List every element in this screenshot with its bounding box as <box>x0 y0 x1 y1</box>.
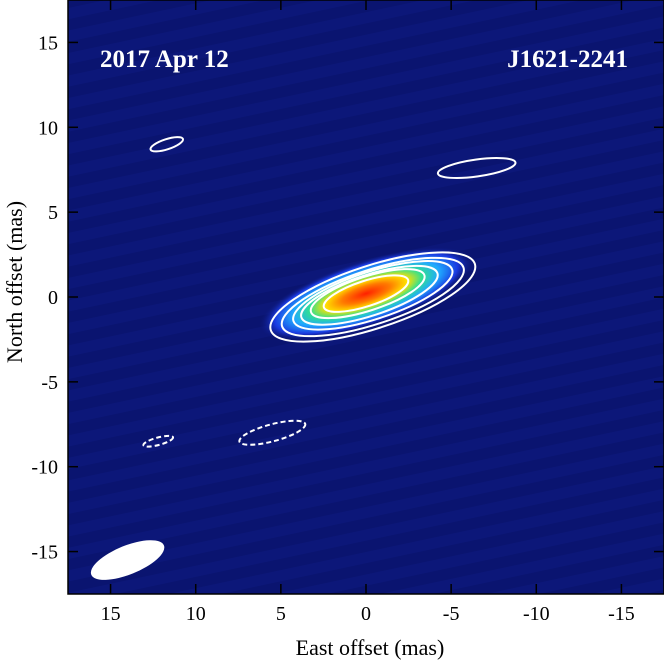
noise-contour-1 <box>436 157 517 180</box>
contour-level-3 <box>292 260 454 331</box>
contour-level-6 <box>322 274 410 313</box>
y-tick-label: 15 <box>38 32 58 54</box>
y-tick-label: -15 <box>31 542 58 564</box>
negative-noise-contour-3 <box>238 419 307 446</box>
contour-level-2 <box>280 256 465 338</box>
x-tick-label: 10 <box>186 603 206 625</box>
noise-contour-0 <box>149 136 185 153</box>
y-tick-label: 5 <box>48 202 58 224</box>
contour-lines <box>269 251 477 343</box>
contour-level-4 <box>300 264 439 326</box>
x-tick-label: 0 <box>361 603 371 625</box>
source-name-annotation: J1621-2241 <box>507 46 628 73</box>
negative-noise-contour-2 <box>142 434 175 448</box>
contour-level-1 <box>269 251 477 343</box>
x-tick-label: -10 <box>523 603 550 625</box>
beam-ellipse <box>90 540 165 580</box>
beam-ellipse-group <box>90 540 165 580</box>
x-tick-label: -15 <box>608 603 635 625</box>
x-tick-label: -5 <box>443 603 460 625</box>
noise-contours <box>142 136 517 448</box>
y-tick-label: 10 <box>38 117 58 139</box>
y-tick-label: -10 <box>31 457 58 479</box>
axis-ticks: 15 10 5 0 -5 -10 -15 15 10 5 0 -5 -10 -15 <box>31 0 664 625</box>
date-annotation: 2017 Apr 12 <box>100 46 229 73</box>
y-tick-label: -5 <box>41 372 58 394</box>
contour-level-5 <box>309 268 426 320</box>
y-tick-label: 0 <box>48 287 58 309</box>
x-axis-label: East offset (mas) <box>296 635 445 660</box>
y-axis-label: North offset (mas) <box>2 201 27 363</box>
x-tick-label: 5 <box>276 603 286 625</box>
x-tick-label: 15 <box>101 603 121 625</box>
